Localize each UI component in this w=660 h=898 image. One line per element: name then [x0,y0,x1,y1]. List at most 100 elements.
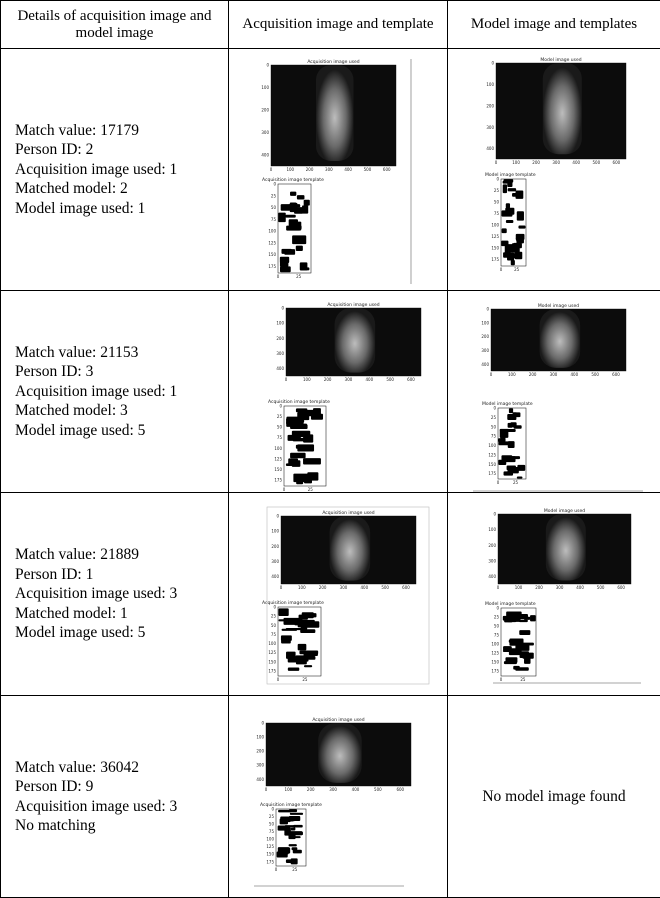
template-blob [290,203,297,212]
template-blob [504,661,517,664]
detail-line: Person ID: 9 [15,777,228,797]
template-blob [289,844,297,846]
template-blob [299,650,318,654]
template-blob [513,243,522,248]
y-tick-label: 75 [271,632,277,637]
x-tick-label: 0 [277,677,280,682]
x-tick-label: 400 [361,585,369,590]
x-tick-label: 0 [500,677,503,682]
x-tick-label: 400 [576,585,584,590]
template-blob [298,410,315,416]
header-cell: Details of acquisition image and model i… [1,1,229,49]
template-blob [504,471,513,475]
y-tick-label: 400 [276,366,284,371]
y-tick-label: 0 [276,514,279,519]
template-blob [298,620,315,628]
y-tick-label: 200 [271,544,279,549]
template-blob [281,249,291,254]
template-blob [278,213,286,222]
y-tick-label: 150 [491,659,499,664]
x-tick-label: 0 [270,167,273,172]
detail-line: Person ID: 2 [15,140,228,160]
template-blob [290,453,306,459]
y-tick-label: 400 [486,146,494,151]
y-tick-label: 175 [268,668,276,673]
template-blob [507,465,516,470]
y-tick-label: 0 [491,61,494,66]
message-cell: No model image found [448,696,660,898]
template-blob [515,252,522,260]
finger [335,308,376,373]
x-tick-label: 0 [275,867,278,872]
x-tick-label: 0 [280,585,283,590]
x-tick-label: 25 [292,867,298,872]
x-tick-label: 300 [556,585,564,590]
y-tick-label: 100 [491,223,499,228]
detail-line: Acquisition image used: 1 [15,382,228,402]
template-blob [518,226,525,229]
template-blob [524,657,531,664]
template-blob [508,423,513,428]
template-blob [501,430,506,433]
template-blob [286,859,295,863]
x-tick-label: 500 [364,167,372,172]
y-tick-label: 125 [491,650,499,655]
x-tick-label: 0 [497,585,500,590]
x-tick-label: 400 [572,160,580,165]
y-tick-label: 200 [488,543,496,548]
x-tick-label: 500 [592,160,600,165]
image-title: Acquisition image used [327,302,379,308]
x-tick-label: 0 [283,487,286,492]
detail-line: Match value: 17179 [15,121,228,141]
template-blob [506,203,510,208]
template-blob [506,649,518,651]
x-tick-label: 100 [286,167,294,172]
x-tick-label: 500 [591,372,599,377]
template-blob [498,460,506,465]
template-blob [302,656,316,660]
y-tick-label: 300 [261,130,269,135]
y-tick-label: 100 [268,641,276,646]
template-blob [297,195,305,199]
y-tick-label: 100 [268,229,276,234]
y-tick-label: 150 [488,462,496,467]
y-tick-label: 100 [486,82,494,87]
template-blob [511,260,515,265]
x-tick-label: 100 [508,372,516,377]
finger [316,65,354,161]
x-tick-label: 600 [396,787,404,792]
y-tick-label: 25 [494,188,500,193]
y-tick-label: 125 [274,456,282,461]
template-blob [292,235,306,244]
x-tick-label: 25 [513,480,519,485]
x-tick-label: 300 [325,167,333,172]
x-tick-label: 100 [298,585,306,590]
template-blob [304,200,310,206]
x-tick-label: 100 [515,585,523,590]
y-tick-label: 100 [488,443,496,448]
x-tick-label: 600 [402,585,410,590]
y-tick-label: 125 [268,240,276,245]
detail-line: Acquisition image used: 3 [15,584,228,604]
x-tick-label: 25 [302,677,308,682]
template-blob [288,458,298,464]
y-tick-label: 175 [491,257,499,262]
template-blob [278,810,291,813]
x-tick-label: 0 [285,377,288,382]
template-blob [522,643,534,646]
template-title: Model image template [485,172,536,178]
y-tick-label: 75 [269,829,275,834]
x-tick-label: 400 [366,377,374,382]
y-tick-label: 400 [271,574,279,579]
template-blob [278,825,291,830]
template-blob [285,818,295,821]
x-tick-label: 0 [265,787,268,792]
detail-line: Match value: 36042 [15,758,228,778]
y-tick-label: 25 [269,814,275,819]
y-tick-label: 100 [266,837,274,842]
y-tick-label: 200 [276,336,284,341]
x-tick-label: 0 [495,160,498,165]
